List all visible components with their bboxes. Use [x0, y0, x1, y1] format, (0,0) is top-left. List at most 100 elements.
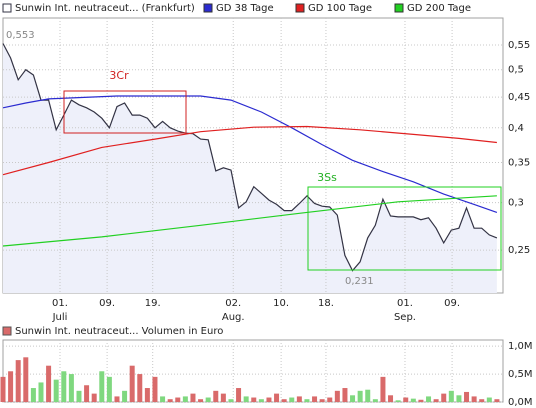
volume-bar — [236, 388, 242, 402]
series-line — [2, 43, 498, 272]
volume-bar — [167, 399, 173, 402]
volume-bar — [152, 376, 158, 402]
volume-bar — [251, 397, 257, 402]
y-tick-label: 0,35 — [508, 158, 530, 169]
volume-bar — [160, 396, 166, 402]
volume-bar — [182, 396, 188, 402]
volume-bar — [350, 395, 356, 402]
volume-bar — [68, 374, 74, 402]
price-panel: 01. 09. 19. 02. 10. 18. 01. 09. Juli Aug. Sep. 0,25… — [2, 18, 530, 323]
volume-bar — [243, 396, 249, 402]
volume-bar — [258, 399, 264, 402]
x-tick-label: 09. — [99, 298, 115, 309]
volume-bar — [456, 395, 462, 402]
volume-bar — [418, 399, 424, 402]
legend-label: Sunwin Int. neutraceut... (Frankfurt) — [15, 3, 195, 14]
y-tick-label: 0,25 — [508, 245, 530, 256]
series-line — [2, 95, 498, 213]
volume-bar — [494, 399, 500, 402]
series-line — [2, 125, 497, 176]
volume-bar — [304, 399, 310, 402]
volume-bar — [395, 400, 401, 402]
volume-bar — [129, 365, 135, 402]
volume-bar — [122, 390, 128, 402]
volume-bar — [486, 397, 492, 402]
volume-bar — [403, 397, 409, 402]
y-tick-label: 0,4 — [508, 123, 524, 134]
volume-bar — [312, 396, 318, 402]
annotation-box — [63, 90, 187, 134]
volume-bar — [99, 371, 105, 402]
volume-bar — [365, 389, 371, 402]
series-line — [2, 195, 497, 247]
volume-bar — [441, 393, 447, 402]
x-month-label: Juli — [52, 312, 68, 323]
volume-bar — [388, 395, 394, 402]
volume-bar — [30, 388, 36, 402]
y-tick-label: 0,3 — [508, 198, 524, 209]
volume-title: Sunwin Int. neutraceut... Volumen in Eur… — [15, 326, 223, 337]
y-tick-label: 0,5M — [508, 369, 533, 380]
volume-bar — [296, 396, 302, 402]
legend-label: GD 38 Tage — [216, 3, 274, 14]
volume-bar — [46, 365, 52, 402]
volume-bar — [426, 396, 432, 402]
volume-bar — [228, 399, 234, 402]
volume-panel: 0,0M 0,5M 1,0M — [0, 340, 533, 408]
y-tick-label: 0,0M — [508, 397, 533, 408]
volume-bar — [38, 382, 44, 402]
volume-bar — [76, 390, 82, 402]
legend-swatch — [295, 3, 305, 13]
volume-bar — [0, 376, 6, 402]
x-tick-label: 01. — [52, 298, 68, 309]
legend-swatch — [203, 3, 213, 13]
annotation: 3Cr — [109, 69, 129, 82]
price-area — [3, 43, 497, 293]
x-tick-label: 01. — [397, 298, 413, 309]
legend-swatch — [2, 326, 12, 336]
volume-bar — [471, 396, 477, 402]
x-tick-label: 09. — [444, 298, 460, 309]
volume-bar — [84, 385, 90, 402]
x-month-label: Sep. — [394, 312, 416, 323]
x-tick-label: 18. — [318, 298, 334, 309]
x-tick-label: 19. — [145, 298, 161, 309]
volume-bar — [144, 388, 150, 402]
volume-bar — [213, 390, 219, 402]
volume-bar — [175, 397, 181, 402]
legend-swatch — [394, 3, 404, 13]
volume-bar — [319, 399, 325, 402]
x-tick-label: 10. — [273, 298, 289, 309]
legend-label: GD 200 Tage — [407, 3, 471, 14]
volume-bar — [342, 388, 348, 402]
volume-bar — [327, 397, 333, 402]
volume-bar — [289, 397, 295, 402]
volume-bar — [410, 398, 416, 402]
volume-bar — [274, 393, 280, 402]
volume-bar — [372, 399, 378, 402]
annotation-box — [307, 186, 502, 271]
volume-bar — [448, 390, 454, 402]
volume-bar — [380, 376, 386, 402]
volume-bar — [334, 390, 340, 402]
volume-bar — [53, 379, 59, 402]
volume-bar — [464, 391, 470, 402]
y-tick-label: 1,0M — [508, 341, 533, 352]
volume-bar — [266, 397, 272, 402]
volume-bar — [198, 399, 204, 402]
annotation: 3Ss — [317, 171, 337, 184]
volume-bar — [8, 371, 14, 402]
volume-bar — [137, 374, 143, 402]
volume-bar — [281, 399, 287, 402]
legend-swatch — [2, 3, 12, 13]
y-tick-label: 0,45 — [508, 92, 530, 103]
volume-bar — [190, 393, 196, 402]
volume-bar — [91, 393, 97, 402]
volume-bar — [23, 357, 29, 402]
legend-label: GD 100 Tage — [308, 3, 372, 14]
x-month-label: Aug. — [222, 312, 245, 323]
x-tick-label: 02. — [225, 298, 241, 309]
volume-bar — [61, 371, 67, 402]
y-tick-label: 0,55 — [508, 40, 530, 51]
